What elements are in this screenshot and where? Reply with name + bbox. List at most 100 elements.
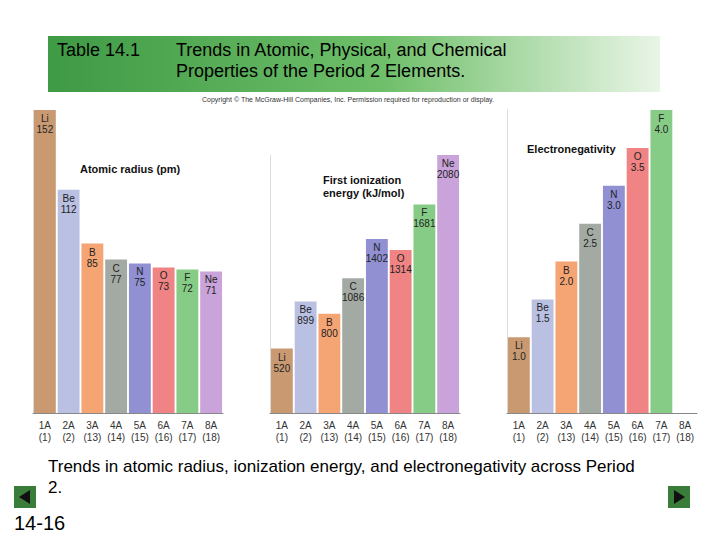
svg-text:77: 77	[111, 274, 123, 285]
svg-text:2080: 2080	[437, 169, 460, 180]
svg-text:7A: 7A	[418, 420, 431, 431]
svg-text:72: 72	[182, 283, 194, 294]
svg-text:71: 71	[206, 285, 218, 296]
svg-text:3A: 3A	[86, 420, 99, 431]
svg-text:Li: Li	[278, 352, 286, 363]
svg-text:B: B	[563, 265, 570, 276]
svg-text:(15): (15)	[605, 432, 623, 443]
svg-text:73: 73	[158, 281, 170, 292]
svg-text:4A: 4A	[584, 420, 597, 431]
svg-text:(13): (13)	[83, 432, 101, 443]
svg-text:4A: 4A	[347, 420, 360, 431]
svg-text:(13): (13)	[557, 432, 575, 443]
svg-text:6A: 6A	[158, 420, 171, 431]
svg-text:First ionization: First ionization	[323, 174, 402, 186]
svg-text:8A: 8A	[442, 420, 455, 431]
svg-text:(16): (16)	[629, 432, 647, 443]
svg-text:1A: 1A	[39, 420, 52, 431]
svg-text:F: F	[184, 272, 190, 283]
svg-text:Be: Be	[300, 304, 313, 315]
svg-text:(14): (14)	[344, 432, 362, 443]
svg-text:5A: 5A	[608, 420, 621, 431]
svg-text:O: O	[397, 253, 405, 264]
svg-text:O: O	[160, 270, 168, 281]
svg-text:Electronegativity: Electronegativity	[527, 143, 617, 155]
svg-text:(17): (17)	[178, 432, 196, 443]
svg-text:Be: Be	[63, 193, 76, 204]
svg-text:3.5: 3.5	[631, 162, 645, 173]
svg-text:1314: 1314	[390, 264, 413, 275]
svg-text:(18): (18)	[202, 432, 220, 443]
svg-text:3.0: 3.0	[607, 200, 621, 211]
svg-text:(2): (2)	[300, 432, 312, 443]
svg-text:75: 75	[134, 277, 146, 288]
svg-text:O: O	[634, 151, 642, 162]
svg-text:(2): (2)	[537, 432, 549, 443]
svg-text:(16): (16)	[392, 432, 410, 443]
svg-text:(18): (18)	[676, 432, 694, 443]
svg-text:6A: 6A	[395, 420, 408, 431]
svg-text:(14): (14)	[581, 432, 599, 443]
svg-text:5A: 5A	[134, 420, 147, 431]
svg-text:85: 85	[87, 258, 99, 269]
svg-text:899: 899	[297, 315, 314, 326]
svg-text:5A: 5A	[371, 420, 384, 431]
svg-text:2A: 2A	[300, 420, 313, 431]
svg-text:6A: 6A	[632, 420, 645, 431]
svg-text:C: C	[350, 281, 357, 292]
svg-text:(16): (16)	[155, 432, 173, 443]
svg-text:F: F	[421, 207, 427, 218]
svg-text:Ne: Ne	[442, 158, 455, 169]
svg-text:520: 520	[274, 363, 291, 374]
svg-text:Be: Be	[537, 302, 550, 313]
svg-text:8A: 8A	[679, 420, 692, 431]
svg-text:1402: 1402	[366, 253, 389, 264]
svg-text:C: C	[113, 263, 120, 274]
svg-text:(1): (1)	[513, 432, 525, 443]
svg-text:1681: 1681	[413, 218, 436, 229]
svg-text:C: C	[587, 227, 594, 238]
svg-text:N: N	[373, 242, 380, 253]
svg-text:1A: 1A	[276, 420, 289, 431]
svg-text:(18): (18)	[439, 432, 457, 443]
svg-text:4A: 4A	[110, 420, 123, 431]
svg-text:(15): (15)	[368, 432, 386, 443]
svg-text:3A: 3A	[323, 420, 336, 431]
svg-text:1086: 1086	[342, 292, 365, 303]
svg-text:Atomic radius (pm): Atomic radius (pm)	[80, 163, 181, 175]
svg-text:2.0: 2.0	[559, 276, 573, 287]
svg-text:(17): (17)	[415, 432, 433, 443]
svg-text:(2): (2)	[63, 432, 75, 443]
svg-text:B: B	[326, 317, 333, 328]
svg-text:152: 152	[37, 124, 54, 135]
svg-text:112: 112	[61, 204, 77, 215]
svg-text:3A: 3A	[560, 420, 573, 431]
svg-text:4.0: 4.0	[654, 124, 668, 135]
svg-text:(14): (14)	[107, 432, 125, 443]
html-text:Trends in atomic radius, ioniz: Trends in atomic radius, ionization ener…	[48, 457, 635, 497]
svg-text:7A: 7A	[181, 420, 194, 431]
svg-text:(1): (1)	[39, 432, 51, 443]
svg-text:N: N	[136, 266, 143, 277]
html-text:Trends in Atomic, Physical, an: Trends in Atomic, Physical, and Chemical…	[176, 40, 507, 81]
svg-text:7A: 7A	[655, 420, 668, 431]
svg-text:1.0: 1.0	[512, 351, 526, 362]
svg-text:(15): (15)	[131, 432, 149, 443]
svg-text:2.5: 2.5	[583, 238, 597, 249]
svg-text:B: B	[89, 247, 96, 258]
svg-text:2A: 2A	[63, 420, 76, 431]
svg-text:Ne: Ne	[205, 274, 218, 285]
svg-text:8A: 8A	[205, 420, 218, 431]
svg-text:F: F	[658, 113, 664, 124]
svg-text:N: N	[610, 189, 617, 200]
svg-text:1A: 1A	[513, 420, 526, 431]
svg-text:2A: 2A	[537, 420, 550, 431]
svg-text:energy (kJ/mol): energy (kJ/mol)	[323, 187, 405, 199]
svg-text:Li: Li	[515, 340, 523, 351]
svg-text:800: 800	[321, 328, 338, 339]
svg-text:(17): (17)	[652, 432, 670, 443]
svg-text:(13): (13)	[320, 432, 338, 443]
svg-text:(1): (1)	[276, 432, 288, 443]
svg-text:Li: Li	[41, 113, 49, 124]
svg-text:1.5: 1.5	[536, 313, 550, 324]
